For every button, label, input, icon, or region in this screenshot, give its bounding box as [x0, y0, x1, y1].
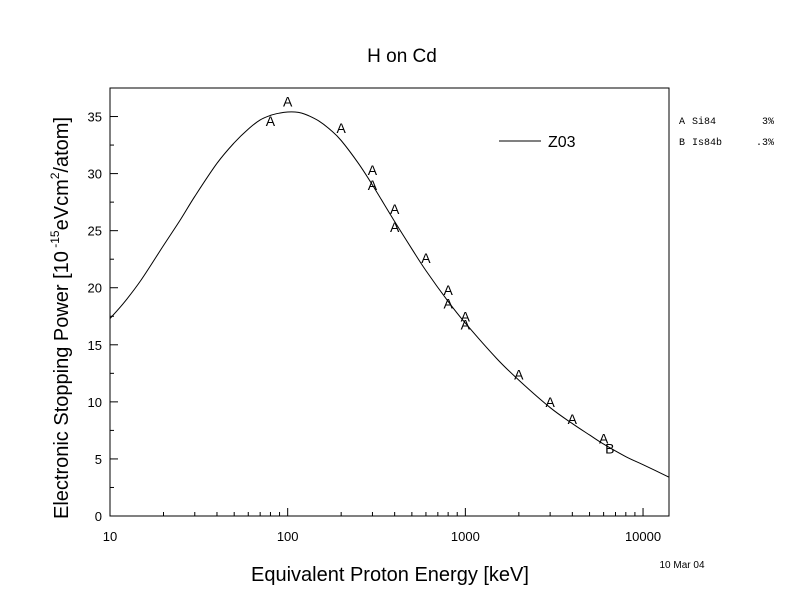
data-point-a: A: [283, 94, 293, 110]
y-tick-label: 5: [95, 452, 102, 467]
y-axis-label-unit: eVcm: [51, 179, 73, 230]
reference-letter: A: [679, 117, 685, 128]
legend: Z03: [499, 134, 576, 151]
y-tick-label: 30: [88, 167, 102, 182]
data-point-a: A: [545, 394, 555, 410]
y-axis-label-exponent: -15: [48, 230, 62, 251]
y-axis: 0 5 10 15 20 25 30 35: [88, 87, 118, 524]
data-point-a: A: [368, 162, 378, 178]
legend-label: Z03: [548, 134, 576, 151]
data-point-a: A: [568, 411, 578, 427]
y-tick-label: 25: [88, 224, 102, 239]
data-point-a: A: [266, 113, 276, 129]
data-point-a: A: [514, 366, 524, 382]
reference-letter: B: [679, 138, 685, 149]
y-axis-label: Electronic Stopping Power [10 -15eVcm2/a…: [48, 117, 73, 519]
data-point-a: A: [336, 120, 346, 136]
plot-frame: [109, 87, 670, 517]
data-point-a: A: [390, 219, 400, 235]
x-tick-label: 10: [103, 529, 117, 544]
chart-title: H on Cd: [367, 46, 437, 67]
y-tick-label: 35: [88, 110, 102, 125]
data-point-a: A: [461, 308, 471, 324]
z03-curve: [109, 111, 670, 478]
reference-list: A Si84 3% B Is84b .3%: [679, 116, 774, 149]
data-point-b: B: [605, 441, 614, 457]
plot-area-border: [109, 87, 670, 517]
y-axis-label-unit-exponent: 2: [48, 172, 62, 179]
data-point-a: A: [368, 177, 378, 193]
x-axis-label: Equivalent Proton Energy [keV]: [251, 564, 529, 586]
y-tick-label: 0: [95, 509, 102, 524]
data-point-a: A: [443, 296, 453, 312]
x-tick-label: 100: [277, 529, 299, 544]
reference-error: .3%: [756, 138, 774, 149]
data-point-a: A: [461, 316, 471, 332]
reference-name: Si84: [692, 116, 716, 128]
y-tick-label: 10: [88, 395, 102, 410]
date-stamp: 10 Mar 04: [659, 560, 704, 571]
reference-name: Is84b: [692, 137, 722, 149]
x-tick-label: 10000: [625, 529, 661, 544]
y-axis-label-main: Electronic Stopping Power [10: [51, 251, 73, 519]
data-point-a: A: [443, 282, 453, 298]
y-tick-label: 20: [88, 281, 102, 296]
data-point-a: A: [421, 250, 431, 266]
data-point-a: A: [599, 430, 609, 446]
data-point-a: A: [390, 201, 400, 217]
y-axis-label-tail: /atom]: [51, 117, 73, 173]
y-tick-label: 15: [88, 338, 102, 353]
reference-error: 3%: [762, 117, 774, 128]
x-tick-label: 1000: [451, 529, 480, 544]
x-axis: 10 100 1000 10000: [103, 508, 661, 544]
